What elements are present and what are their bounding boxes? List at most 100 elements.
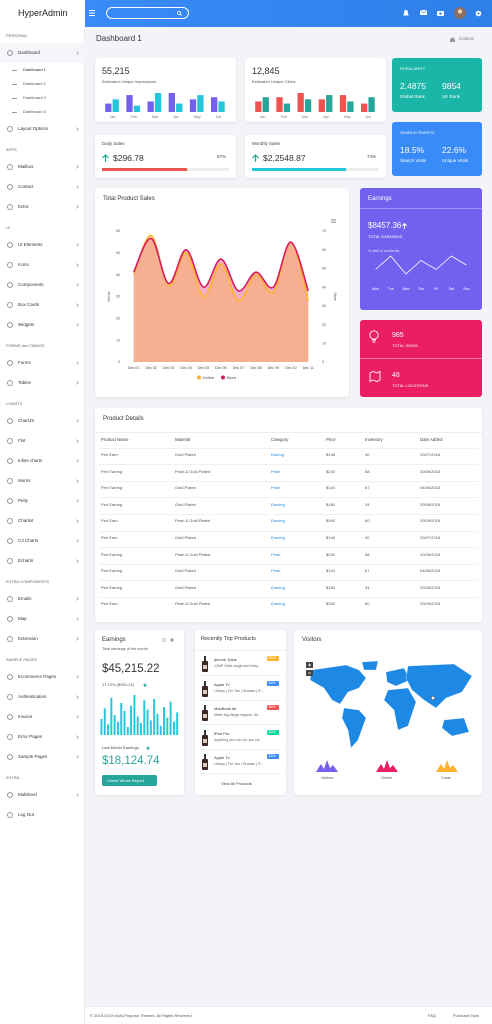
view-all-link[interactable]: View All Products [221,781,252,786]
sidebar-item[interactable]: Morris [0,471,85,491]
table-cell: Earning [271,518,285,524]
sidebar-subitem[interactable]: Dashboard 3 [0,91,85,105]
stat-card: 12,845 Estimated Unique Clicks Jan Feb Mar Ap… [245,58,386,122]
sidebar-item[interactable]: Echarts [0,551,85,571]
sidebar-item[interactable]: Extension [0,629,85,649]
progress-bar [102,168,188,171]
sidebar-item[interactable]: Icons [0,255,85,275]
table-cell: Pearl [271,568,281,574]
bar [176,712,179,735]
sidebar-item[interactable]: Multilevel [0,785,85,805]
table-cell: Peri Earring [101,568,123,574]
card-title: Product Details [103,416,144,422]
product-name: iphone 7plus [214,657,237,662]
icon-part [162,638,166,642]
icon-part [7,754,13,760]
sidebar-label: Error Pages [18,734,43,739]
icon-part [76,323,79,327]
sidebar-item[interactable]: Authentication [0,687,85,707]
bar [262,97,269,112]
sidebar-subitem[interactable]: Dashboard 1 [0,63,85,77]
icon [309,660,473,749]
badge: $500 [267,705,279,710]
product-name: Apple Tv [214,681,230,687]
sidebar-item[interactable]: Dashboard [0,43,85,63]
bar [143,700,146,735]
sidebar-label: Mailbox [18,164,34,169]
sidebar-item[interactable]: Extra [0,197,85,217]
badge-label: $500 [268,705,276,709]
icon-part [170,638,174,642]
footer: © 2018-2019 Multi-Purpose Themes. All Ri… [85,1006,492,1024]
legend-label: Online [381,776,392,780]
sidebar-item[interactable]: Peity [0,491,85,511]
bar [116,721,119,735]
icon-part [369,370,381,383]
bar [133,695,136,735]
sidebar-label: Tables [18,380,32,385]
icon [331,219,336,223]
sidebar-item[interactable]: Log Out [0,805,85,825]
sidebar-item[interactable]: Ecommerce Pages [0,667,85,687]
icon [76,323,79,327]
sidebar-item[interactable]: Box Cards [0,295,85,315]
table-cell: Pearl & Gold Plated [175,468,211,474]
bar [123,711,126,735]
table-cell: Earning [271,535,285,540]
sidebar-item[interactable]: Mailbox [0,157,85,177]
sidebar-item[interactable]: Components [0,275,85,295]
icon [7,478,13,484]
icon [102,154,109,162]
sidebar-item[interactable]: Error Pages [0,727,85,747]
icon-part [76,243,79,247]
sidebar-item[interactable]: Forms [0,353,85,373]
sidebar-item[interactable]: Inline charts [0,451,85,471]
table-cell: 40 [365,452,370,457]
sidebar-section: APPS [6,147,17,152]
sidebar-item[interactable]: UI Elements [0,235,85,255]
icon-part [7,242,13,248]
table-cell: Gold Plated [175,535,196,540]
footer-link[interactable]: Purchase Now [453,1013,480,1018]
sidebar-item[interactable]: Widgets [0,315,85,335]
stat-label: Estimated Unique Clicks [252,79,296,84]
icon-part [76,755,79,759]
stat-label: Estimated Unique Impressions [102,79,157,84]
chart: Jan Feb Mar Apr May Jun [105,93,225,119]
y-tick-label: 10 [116,338,120,342]
sidebar-item[interactable]: C3 Charts [0,531,85,551]
table-cell: Pearl & Gold Plated [175,601,211,607]
sidebar-item[interactable]: Sample Pages [0,747,85,767]
icon [7,674,13,680]
stat-value: 55,215 [102,66,130,76]
icon [7,242,13,248]
sidebar-item[interactable]: ChartJS [0,411,85,431]
icon [76,617,79,621]
icon [7,126,13,132]
row-line [99,547,478,548]
sidebar-subitem[interactable]: Dashboard 4 [0,105,85,119]
search-box[interactable] [106,7,189,19]
sidebar-item[interactable]: Tables [0,373,85,393]
sidebar-label: Sample Pages [18,754,48,759]
x-tick-label: Mar [302,115,309,119]
icon-part [76,499,79,503]
sidebar-item[interactable]: Flot [0,431,85,451]
icon [7,458,13,464]
icon [76,695,79,699]
sidebar-item[interactable]: Emails [0,589,85,609]
footer-link[interactable]: FAQ [428,1013,437,1018]
sidebar-item[interactable]: Contact [0,177,85,197]
sidebar-item[interactable]: Map [0,609,85,629]
icon [306,662,313,676]
bar [154,93,162,112]
bar [120,703,123,735]
sidebar-item[interactable]: Layout Options [0,119,85,139]
sidebar-subitem[interactable]: Dashboard 2 [0,77,85,91]
icon-part [204,680,206,686]
report-button[interactable]: Check Whole Report [102,775,157,786]
sidebar-item[interactable]: Invoice [0,707,85,727]
sidebar-label: Echarts [18,558,34,563]
sidebar-item[interactable]: Chartist [0,511,85,531]
table-cell: $180 [326,501,335,507]
